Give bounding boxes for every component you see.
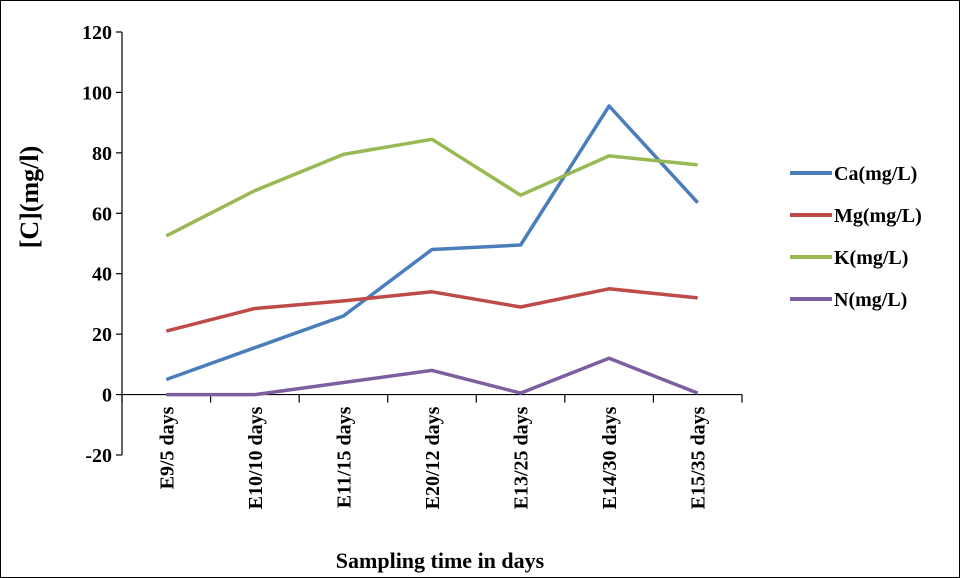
axes: -20 0 20 40 60 80 100 120 E9/5 days E10/10 days E1…	[82, 22, 743, 509]
series-line-ca	[165, 104, 699, 382]
y-tick-label: 40	[92, 264, 112, 286]
y-tick-label: 60	[92, 203, 112, 225]
series-line-n	[166, 356, 699, 397]
legend-label: N(mg/L)	[834, 289, 907, 311]
x-tick-label: E11/15 days	[333, 406, 355, 508]
x-axis-label: Sampling time in days	[336, 548, 545, 573]
y-tick-label: 120	[82, 22, 112, 44]
legend-label: Ca(mg/L)	[834, 163, 917, 185]
series-lines	[165, 104, 699, 397]
series-line-k	[165, 137, 698, 238]
y-tick-label: 80	[92, 143, 112, 165]
x-tick-label: E15/35 days	[688, 406, 710, 509]
y-tick-label: 0	[102, 385, 112, 407]
x-tick-label: E14/30 days	[599, 406, 621, 509]
y-axis-label: [C](mg/l)	[15, 146, 44, 249]
series-line-mg	[165, 287, 698, 333]
y-tick-label: 20	[92, 324, 112, 346]
y-tick-label: -20	[85, 445, 112, 467]
legend: Ca(mg/L) Mg(mg/L) K(mg/L) N(mg/L)	[790, 163, 922, 311]
legend-label: Mg(mg/L)	[834, 205, 922, 227]
x-tick-label: E10/10 days	[245, 406, 267, 509]
x-tick-label: E13/25 days	[511, 406, 533, 509]
y-tick-label: 100	[82, 82, 112, 104]
legend-label: K(mg/L)	[834, 247, 908, 269]
x-tick-label: E20/12 days	[422, 406, 444, 509]
x-tick-label: E9/5 days	[156, 406, 178, 489]
